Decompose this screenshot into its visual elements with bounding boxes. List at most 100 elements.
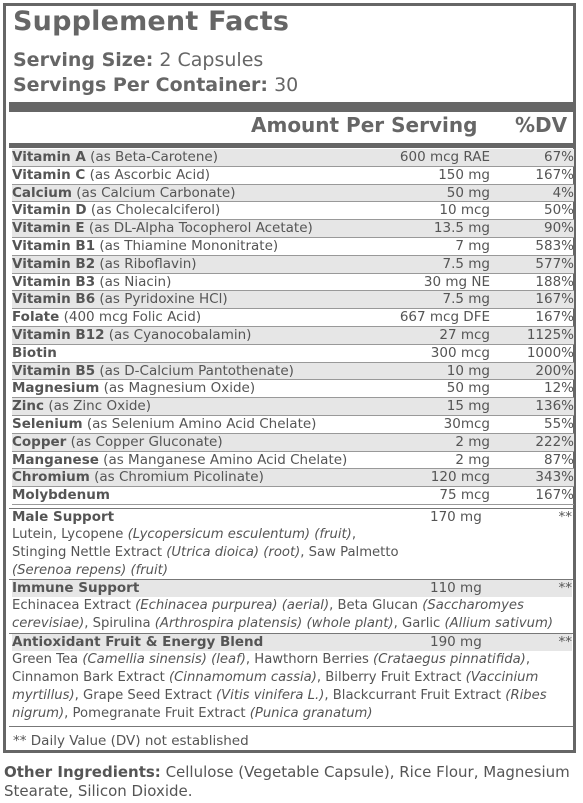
nutrient-dv: 55% [543,415,574,432]
nutrient-dv: 167% [535,487,574,504]
ingredient-latin-name: (Arthrospira platensis) (whole plant) [154,616,394,631]
blend-dv: ** [558,634,573,650]
thick-divider [9,102,573,112]
nutrient-form: (as DL-Alpha Tocopherol Acetate) [84,220,313,237]
blend-block: Male Support 170 mg ** Lutein, Lycopene (Ly… [12,509,572,580]
ingredient-text: , Blackcurrant Fruit Extract [324,688,506,703]
nutrient-form: (as Beta-Carotene) [85,149,218,165]
blend-divider [9,508,573,509]
nutrient-form: (as Thiamine Mononitrate) [95,237,279,254]
ingredient-latin-name: myrtillus) [12,688,75,703]
servings-per-container: Servings Per Container: 30 [13,74,298,96]
nutrient-dv: 87% [543,451,574,468]
ingredient-latin-name: (Vaccinium [465,670,539,685]
ingredient-text: Lutein, Lycopene [12,527,128,542]
ingredient-latin-name: (Punica granatum) [249,706,373,721]
other-ingredients-label: Other Ingredients: [4,763,161,781]
nutrient-dv: 167% [535,291,574,308]
ingredient-text: , Grape Seed Extract [74,688,216,703]
blend-block: Antioxidant Fruit & Energy Blend 190 mg **… [12,634,572,723]
ingredient-latin-name: (Camellia sinensis) (leaf) [82,652,246,667]
nutrient-name: Calcium [12,184,72,201]
ingredient-text: , [525,652,531,667]
nutrient-amount: 150 mg [438,166,490,183]
nutrient-amount: 27 mcg [439,326,490,343]
ingredient-text: , [351,527,357,542]
blend-ingredients: Green Tea (Camellia sinensis) (leaf), Ha… [12,651,572,723]
nutrient-row: Vitamin C (as Ascorbic Acid) 150 mg 167% [12,167,574,185]
nutrient-amount: 600 mcg RAE [399,149,490,165]
nutrient-amount: 75 mcg [439,487,490,504]
nutrient-name: Molybdenum [12,487,110,504]
nutrient-amount: 2 mg [455,451,490,468]
ingredient-text: Cinnamon Bark Extract [12,670,169,685]
blend-divider [9,633,573,634]
title: Supplement Facts [13,6,290,37]
blend-name: Male Support [12,509,115,525]
ingredient-latin-name: (Crataegus pinnatifida) [373,652,526,667]
nutrient-row: Magnesium (as Magnesium Oxide) 50 mg 12% [12,380,574,399]
nutrient-name: Zinc [12,398,45,415]
blend-ingredients: Echinacea Extract (Echinacea purpurea) (… [12,597,572,651]
ingredient-text: Echinacea Extract [12,598,136,613]
blend-dv: ** [558,509,573,525]
servings-per-container-value: 30 [274,74,299,96]
nutrient-dv: 67% [543,149,574,165]
ingredient-latin-name: nigrum) [12,706,65,721]
blend-header: Immune Support 110 mg ** [12,580,572,597]
nutrient-form: (as Cholecalciferol) [86,202,221,219]
nutrient-amount: 7.5 mg [442,291,490,308]
ingredient-text: Green Tea [12,652,83,667]
nutrient-row: Vitamin B1 (as Thiamine Mononitrate) 7 mg… [12,238,574,256]
nutrient-amount: 667 mcg DFE [399,309,490,326]
nutrient-name: Vitamin B5 [12,362,96,379]
serving-size: Serving Size: 2 Capsules [13,49,263,71]
nutrient-dv: 583% [535,237,574,254]
nutrient-amount: 50 mg [446,184,490,201]
nutrient-dv: 4% [552,184,574,201]
nutrient-row: Manganese (as Manganese Amino Acid Chela… [12,452,574,470]
nutrient-name: Vitamin B2 [12,255,96,272]
nutrient-name: Vitamin D [12,202,87,219]
nutrient-dv: 188% [535,273,574,290]
nutrient-row: Vitamin E (as DL-Alpha Tocopherol Acetat… [12,220,574,238]
nutrient-amount: 10 mcg [439,202,490,219]
blend-amount: 190 mg [430,634,482,650]
nutrient-name: Manganese [12,451,99,468]
blend-name: Immune Support [12,580,140,596]
nutrient-amount: 120 mcg [430,469,490,486]
other-ingredients: Other Ingredients: Cellulose (Vegetable … [4,763,580,801]
nutrient-name: Vitamin B6 [12,291,96,308]
ingredient-latin-name: (Lycopersicum esculentum) (fruit) [127,527,352,542]
ingredient-text: Stinging Nettle Extract [12,545,167,560]
nutrient-amount: 13.5 mg [433,220,490,237]
nutrient-name: Vitamin A [12,149,86,165]
nutrient-row: Molybdenum 75 mcg 167% [12,487,574,505]
nutrient-form: (as Chromium Picolinate) [89,469,264,486]
ingredient-latin-name: (Cinnamomum cassia) [168,670,317,685]
nutrient-table: Vitamin A (as Beta-Carotene) 600 mcg RAE 6… [12,149,574,505]
nutrient-amount: 300 mcg [430,344,490,361]
nutrient-dv: 167% [535,309,574,326]
nutrient-row: Vitamin A (as Beta-Carotene) 600 mcg RAE 6… [12,149,574,167]
nutrient-name: Vitamin B3 [12,273,96,290]
nutrient-name: Copper [12,433,67,450]
nutrient-row: Vitamin B6 (as Pyridoxine HCl) 7.5 mg 167% [12,291,574,310]
blend-ingredients: Lutein, Lycopene (Lycopersicum esculentu… [12,526,572,580]
nutrient-dv: 136% [535,398,574,415]
ingredient-text: , Spirulina [84,616,155,631]
nutrient-row: Selenium (as Selenium Amino Acid Chelate… [12,416,574,434]
nutrient-amount: 7 mg [455,237,490,254]
nutrient-amount: 30 mg NE [423,273,490,290]
nutrient-form: (as Magnesium Oxide) [99,380,256,397]
nutrient-name: Folate [12,309,60,326]
nutrient-form: (400 mcg Folic Acid) [59,309,202,326]
blend-divider [9,579,573,580]
ingredient-latin-name: (Ribes [505,688,547,703]
ingredient-latin-name: (Saccharomyes [422,598,524,613]
nutrient-row: Vitamin B12 (as Cyanocobalamin) 27 mcg 112… [12,326,574,345]
footnote-divider [9,726,573,727]
nutrient-amount: 15 mg [446,398,490,415]
nutrient-dv: 1000% [526,344,574,361]
nutrient-form: (as Ascorbic Acid) [85,166,211,183]
